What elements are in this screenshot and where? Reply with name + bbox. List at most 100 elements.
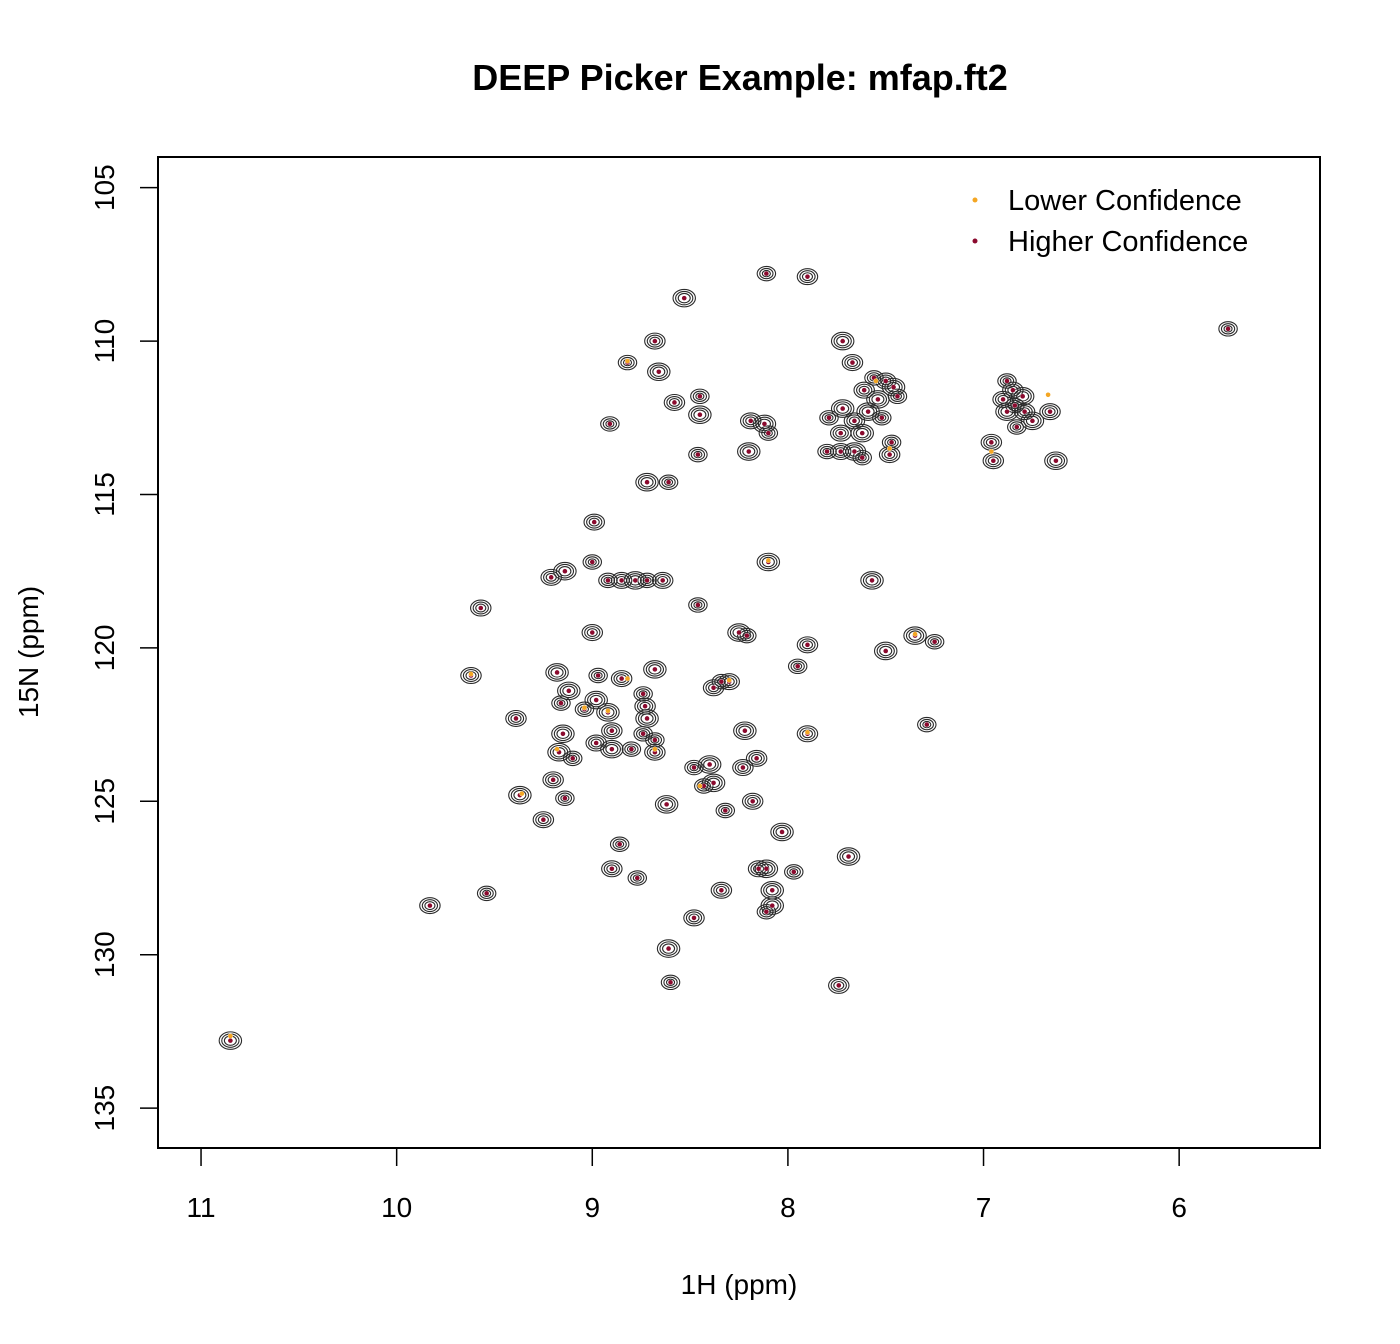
contour-ring	[829, 443, 852, 461]
contour-ring	[628, 575, 642, 586]
peak-point-higher-confidence	[595, 673, 601, 678]
contour-ring	[702, 679, 725, 697]
peak-point-higher-confidence	[861, 387, 867, 393]
y-axis-label: 15N (ppm)	[13, 586, 44, 718]
contour-ring	[637, 711, 657, 726]
peak-point-higher-confidence	[558, 700, 564, 706]
peak-point-higher-confidence	[619, 676, 624, 681]
contour-ring	[753, 864, 765, 874]
contour-ring	[644, 332, 666, 350]
contour-ring	[1010, 387, 1035, 406]
contour-ring	[693, 450, 703, 459]
peak-point-higher-confidence	[1225, 326, 1231, 332]
peak-point-higher-confidence	[826, 415, 832, 421]
peak-point-higher-confidence	[1030, 418, 1035, 424]
contour-ring	[871, 394, 885, 405]
contour-ring	[551, 724, 575, 744]
contour-ring	[862, 573, 882, 588]
contour-ring	[601, 722, 623, 740]
contour-ring	[647, 734, 663, 746]
peak-point-higher-confidence	[652, 338, 658, 344]
contour-ring	[551, 695, 571, 711]
contour-ring	[644, 743, 666, 761]
contour-ring	[612, 838, 627, 850]
contour-ring	[919, 718, 934, 731]
contour-ring	[697, 755, 722, 774]
peak-point-higher-confidence	[840, 338, 845, 344]
contour-ring	[846, 358, 859, 368]
contour-ring	[708, 683, 720, 693]
contour-ring	[568, 754, 578, 763]
contour-ring	[555, 563, 575, 579]
y-tick-label: 130	[89, 931, 120, 978]
peak-point-higher-confidence	[850, 360, 855, 365]
peak-point-higher-confidence	[666, 946, 671, 951]
peak-point-higher-confidence	[640, 731, 646, 737]
contour-ring	[692, 390, 708, 403]
legend-label-lower: Lower Confidence	[1008, 185, 1242, 217]
contour-ring	[775, 826, 789, 838]
contour-ring	[659, 941, 678, 956]
contour-ring	[727, 623, 751, 642]
contour-ring	[565, 752, 580, 765]
contour-ring	[833, 401, 852, 416]
contour-ring	[715, 802, 736, 819]
peak-point-higher-confidence	[666, 479, 671, 485]
contour-ring	[556, 728, 570, 740]
peak-point-higher-confidence	[852, 418, 857, 424]
y-tick-label: 110	[89, 319, 120, 364]
contour-ring	[584, 626, 601, 640]
contour-ring	[462, 669, 480, 682]
contour-ring	[763, 429, 773, 437]
contour-ring	[784, 864, 804, 880]
peak-point-higher-confidence	[1000, 397, 1006, 402]
contour-ring	[630, 872, 645, 884]
contour-ring	[992, 390, 1014, 408]
contour-ring	[843, 412, 866, 430]
peak-point-lower-confidence	[887, 446, 892, 451]
contour-ring	[472, 601, 489, 615]
peak-point-higher-confidence	[593, 740, 599, 746]
peak-point-higher-confidence	[836, 983, 842, 988]
peak-point-higher-confidence	[644, 716, 650, 721]
contour-ring	[1220, 323, 1236, 335]
contour-ring	[661, 476, 676, 488]
contour-ring	[700, 757, 719, 772]
contour-ring	[688, 405, 712, 425]
contour-ring	[887, 438, 897, 447]
contour-ring	[754, 859, 779, 879]
contour-ring	[759, 906, 774, 918]
peak-point-higher-confidence	[840, 406, 845, 411]
contour-ring	[660, 974, 681, 991]
contour-ring	[741, 792, 764, 810]
contour-ring	[1013, 403, 1036, 421]
contour-ring	[1023, 413, 1042, 429]
contour-ring	[695, 392, 705, 400]
contour-ring	[872, 410, 892, 426]
peak-point-higher-confidence	[769, 887, 775, 893]
peak-point-lower-confidence	[697, 783, 703, 789]
peak-point-higher-confidence	[764, 866, 769, 872]
contour-ring	[841, 354, 864, 372]
contour-ring	[860, 571, 884, 590]
contour-ring	[796, 636, 819, 654]
chart-title: DEEP Picker Example: mfap.ft2	[472, 57, 1008, 98]
contour-ring	[510, 787, 530, 803]
contour-ring	[755, 416, 774, 432]
contour-ring	[663, 393, 686, 411]
contour-ring	[660, 799, 674, 810]
contour-ring	[874, 412, 889, 424]
contour-ring	[688, 913, 700, 923]
contour-ring	[930, 638, 940, 646]
contour-ring	[833, 980, 845, 990]
peak-point-higher-confidence	[691, 765, 697, 770]
peak-point-higher-confidence	[736, 630, 742, 635]
contour-ring	[733, 721, 757, 741]
contour-ring	[830, 978, 847, 992]
contour-ring	[424, 901, 436, 911]
peak-point-higher-confidence	[740, 765, 746, 770]
peak-point-higher-confidence	[764, 909, 769, 915]
contour-ring	[596, 703, 620, 722]
contour-ring	[715, 885, 727, 895]
contour-ring	[553, 697, 569, 709]
